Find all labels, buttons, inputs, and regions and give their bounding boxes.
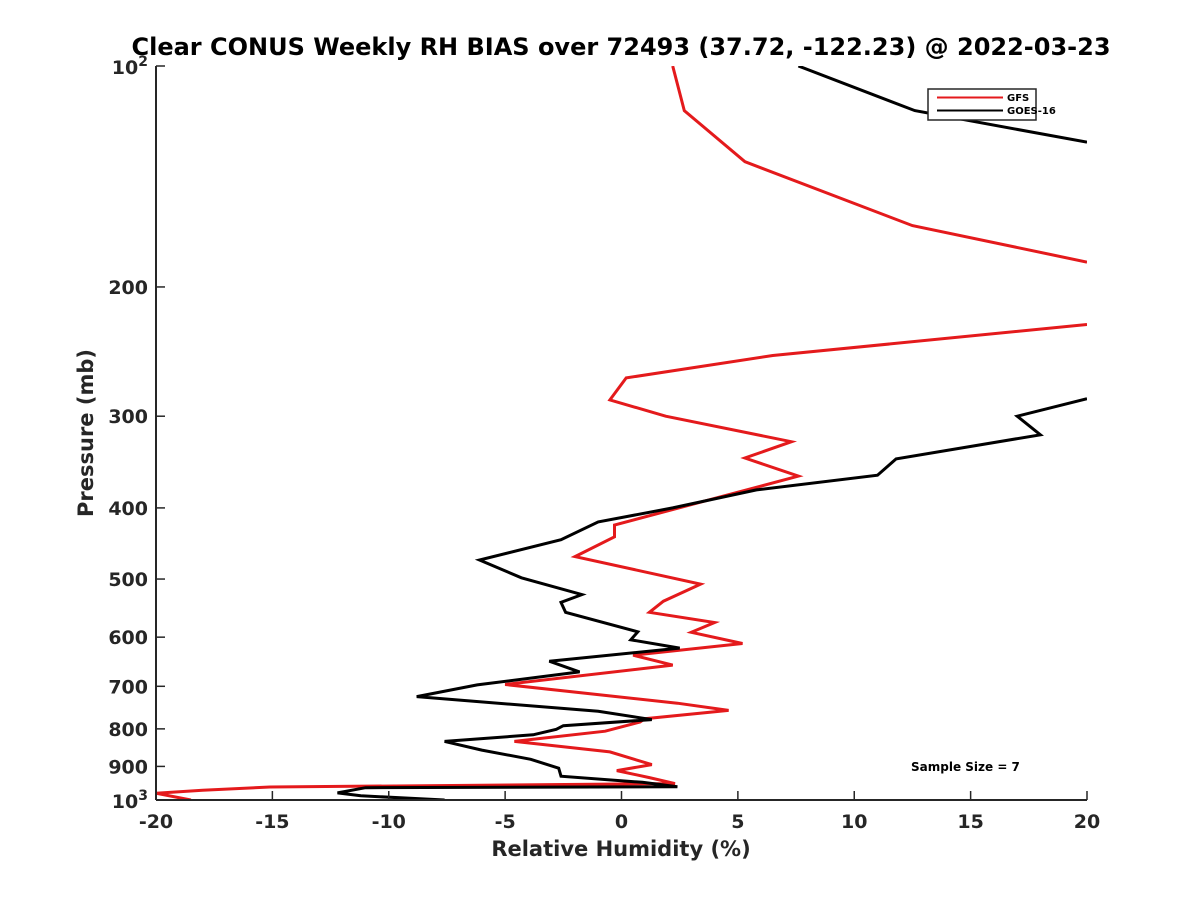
y-tick-label: 300	[108, 406, 148, 428]
legend: GFS GOES-16	[927, 88, 1056, 121]
legend-label-goes16: GOES-16	[1007, 106, 1056, 117]
series-line-goes16-1	[337, 397, 1087, 800]
plot-lines	[156, 66, 1087, 800]
legend-box	[927, 88, 1037, 121]
y-tick-label: 900	[108, 756, 148, 778]
x-tick-label: -20	[139, 811, 173, 833]
sample-size-annotation: Sample Size = 7	[911, 760, 1020, 774]
x-tick-label: 15	[957, 811, 983, 833]
x-tick-label: -15	[255, 811, 289, 833]
x-tick-label: -10	[372, 811, 406, 833]
x-tick-label: 20	[1074, 811, 1100, 833]
x-tick-label: 5	[731, 811, 744, 833]
series-line-gfs-0	[671, 66, 1087, 264]
y-tick-label-power: 102	[112, 54, 148, 79]
y-axis-ticks: 200 300 400 500 600 700 800 900 102 103	[108, 54, 165, 813]
legend-label-gfs: GFS	[1007, 93, 1029, 104]
y-tick-label: 700	[108, 676, 148, 698]
series-line-gfs-1	[156, 323, 1087, 800]
y-tick-label: 600	[108, 627, 148, 649]
x-axis-ticks: -20 -15 -10 -5 0 5 10 15 20	[139, 791, 1100, 833]
y-tick-label-power: 103	[112, 788, 148, 813]
series-line-goes16-0	[797, 66, 1087, 144]
y-tick-label: 200	[108, 277, 148, 299]
x-axis-label: Relative Humidity (%)	[491, 837, 750, 861]
y-tick-label: 500	[108, 569, 148, 591]
x-tick-label: 10	[841, 811, 867, 833]
x-tick-label: 0	[615, 811, 628, 833]
x-tick-label: -5	[495, 811, 516, 833]
y-tick-label: 800	[108, 719, 148, 741]
chart-title: Clear CONUS Weekly RH BIAS over 72493 (3…	[131, 33, 1110, 61]
y-axis-label: Pressure (mb)	[74, 349, 98, 517]
y-tick-label: 400	[108, 498, 148, 520]
